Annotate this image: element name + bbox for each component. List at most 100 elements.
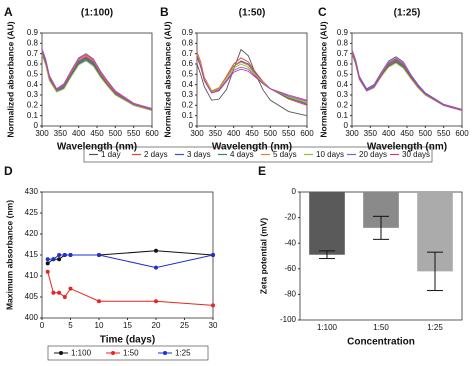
legend-box xyxy=(47,345,209,361)
data-point xyxy=(51,290,56,295)
x-tick-label: 500 xyxy=(109,129,123,138)
legend-box xyxy=(83,146,433,163)
data-point xyxy=(45,261,50,266)
data-point xyxy=(154,265,158,270)
series-line xyxy=(351,52,463,111)
data-point xyxy=(62,253,67,257)
series-line xyxy=(41,54,153,111)
data-point xyxy=(211,253,215,257)
series-line xyxy=(351,50,463,110)
x-tick-label: 1:25 xyxy=(427,323,443,332)
legend-label: 10 days xyxy=(316,150,344,159)
y-tick-label: 415 xyxy=(25,250,39,259)
y-tick-label: 0.8 xyxy=(27,38,39,47)
bar xyxy=(309,192,345,255)
y-tick-label: -80 xyxy=(284,290,296,299)
y-axis-label: Normalized absorbance (AU) xyxy=(162,21,172,137)
panel-title: (1:100) xyxy=(81,8,113,19)
y-tick-label: 0.3 xyxy=(27,90,39,99)
data-point xyxy=(45,257,50,262)
y-tick-label: 0.9 xyxy=(27,28,39,37)
series-line xyxy=(351,52,463,111)
data-point xyxy=(57,253,62,257)
x-tick-label: 600 xyxy=(300,129,314,138)
data-point xyxy=(57,290,62,295)
y-tick-label: 0.3 xyxy=(182,90,194,99)
y-tick-label: 0.2 xyxy=(182,100,194,109)
legend-label: 20 days xyxy=(359,150,387,159)
x-tick-label: 20 xyxy=(152,321,161,330)
data-point xyxy=(51,257,56,262)
y-tick-label: 0.1 xyxy=(182,111,194,120)
y-tick-label: 0.2 xyxy=(27,100,39,109)
data-point xyxy=(68,253,73,257)
series-line xyxy=(196,56,308,101)
y-tick-label: 0.6 xyxy=(337,59,349,68)
legend-label: 30 days xyxy=(402,150,430,159)
y-tick-label: 0.7 xyxy=(182,49,194,58)
x-tick-label: 400 xyxy=(227,129,241,138)
series-line xyxy=(41,50,153,110)
series-line xyxy=(351,49,463,110)
data-point xyxy=(62,295,67,299)
y-tick-label: 0.3 xyxy=(337,90,349,99)
x-axis-label: Concentration xyxy=(347,337,415,348)
x-tick-label: 450 xyxy=(245,129,259,138)
y-axis-label: Maximum absorbance (nm) xyxy=(4,200,14,310)
x-tick-label: 500 xyxy=(264,129,278,138)
data-point xyxy=(45,269,50,274)
x-tick-label: 1:100 xyxy=(317,323,338,332)
y-tick-label: 430 xyxy=(25,187,39,196)
x-tick-label: 450 xyxy=(400,129,414,138)
y-axis-label: Normalized absorbance (AU) xyxy=(5,21,15,137)
x-tick-label: 400 xyxy=(382,129,396,138)
x-tick-label: 300 xyxy=(35,129,49,138)
legend-label: 3 days xyxy=(187,150,211,159)
panel-title: (1:50) xyxy=(239,8,266,19)
x-tick-label: 600 xyxy=(455,129,469,138)
y-axis-label: Normalized absorbance (AU) xyxy=(318,21,328,137)
legend-label: 4 days xyxy=(230,150,254,159)
panel-label: A xyxy=(4,5,13,19)
panel-title: (1:25) xyxy=(394,8,421,19)
y-tick-label: 0.6 xyxy=(27,59,39,68)
y-tick-label: 0.4 xyxy=(27,80,39,89)
series-line xyxy=(196,48,308,117)
y-tick-label: 0 xyxy=(189,121,194,130)
series-line xyxy=(351,51,463,110)
x-tick-label: 550 xyxy=(127,129,141,138)
legend-marker xyxy=(163,351,167,355)
data-point xyxy=(211,303,215,308)
y-tick-label: 425 xyxy=(25,208,39,217)
data-point xyxy=(68,286,73,291)
x-tick-label: 600 xyxy=(145,129,159,138)
x-tick-label: 10 xyxy=(95,321,104,330)
plot-frame xyxy=(351,32,463,127)
series-line xyxy=(41,49,153,110)
plot-frame xyxy=(41,32,153,127)
x-tick-label: 15 xyxy=(123,321,132,330)
legend-marker xyxy=(111,351,115,355)
x-tick-label: 400 xyxy=(72,129,86,138)
legend-label: 2 days xyxy=(144,150,168,159)
y-tick-label: -20 xyxy=(284,213,296,222)
series-line xyxy=(351,53,463,111)
y-tick-label: -100 xyxy=(280,315,297,324)
x-tick-label: 550 xyxy=(282,129,296,138)
series-line xyxy=(41,53,153,111)
series-line xyxy=(41,51,153,110)
y-tick-label: 0.4 xyxy=(337,80,349,89)
x-tick-label: 450 xyxy=(90,129,104,138)
error-bar xyxy=(427,251,443,292)
y-tick-label: 0.7 xyxy=(27,49,39,58)
x-tick-label: 300 xyxy=(190,129,204,138)
y-tick-label: 0 xyxy=(344,121,349,130)
data-point xyxy=(97,299,101,304)
y-tick-label: 0.1 xyxy=(27,111,39,120)
x-tick-label: 500 xyxy=(419,129,433,138)
error-bar xyxy=(373,215,389,240)
y-tick-label: 0.6 xyxy=(182,59,194,68)
x-tick-label: 1:50 xyxy=(373,323,389,332)
y-tick-label: 0.9 xyxy=(182,28,194,37)
y-tick-label: 0 xyxy=(292,187,297,196)
